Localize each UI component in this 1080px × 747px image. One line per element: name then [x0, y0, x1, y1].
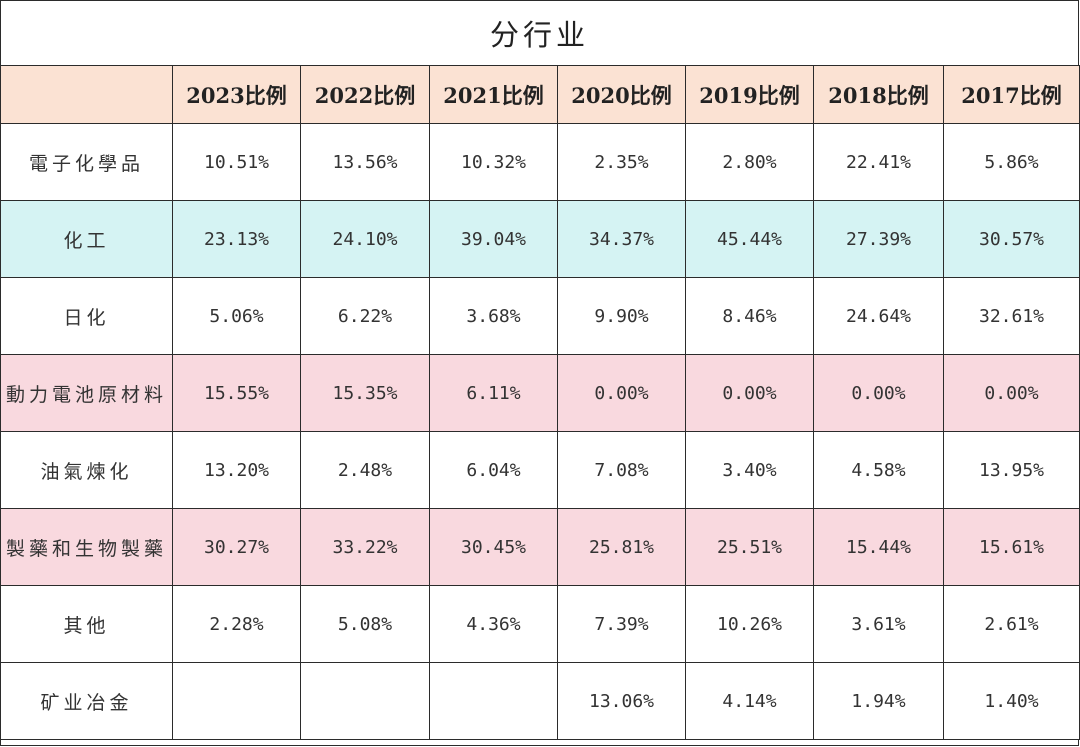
table-row: 其他 2.28% 5.08% 4.36% 7.39% 10.26% 3.61% 2.61%	[0, 585, 1080, 663]
table-cell: 7.08%	[557, 431, 686, 509]
industry-ratio-table: 2023比例 2022比例 2021比例 2020比例 2019比例 2018比…	[0, 65, 1080, 740]
row-label: 其他	[0, 585, 173, 663]
table-cell: 4.58%	[813, 431, 944, 509]
table-cell: 1.94%	[813, 662, 944, 740]
table-cell: 25.51%	[685, 508, 814, 586]
table-cell: 27.39%	[813, 200, 944, 278]
table-row: 製藥和生物製藥 30.27% 33.22% 30.45% 25.81% 25.51% 15.…	[0, 508, 1080, 586]
table-cell: 10.51%	[172, 123, 301, 201]
table-cell: 3.68%	[429, 277, 558, 355]
table-cell: 0.00%	[813, 354, 944, 432]
table-cell: 10.32%	[429, 123, 558, 201]
table-row: 動力電池原材料 15.55% 15.35% 6.11% 0.00% 0.00% 0.00% 0…	[0, 354, 1080, 432]
table-cell: 13.20%	[172, 431, 301, 509]
table-cell: 5.08%	[300, 585, 430, 663]
row-label: 製藥和生物製藥	[0, 508, 173, 586]
table-cell: 30.27%	[172, 508, 301, 586]
table-cell: 24.10%	[300, 200, 430, 278]
header-cell-2017: 2017比例	[943, 65, 1080, 124]
table-row: 化工 23.13% 24.10% 39.04% 34.37% 45.44% 27.39% 30…	[0, 200, 1080, 278]
table-cell: 34.37%	[557, 200, 686, 278]
table-cell: 24.64%	[813, 277, 944, 355]
table-cell: 9.90%	[557, 277, 686, 355]
table-row: 日化 5.06% 6.22% 3.68% 9.90% 8.46% 24.64% 32.61%	[0, 277, 1080, 355]
header-cell-2022: 2022比例	[300, 65, 430, 124]
row-label: 矿业冶金	[0, 662, 173, 740]
row-label: 動力電池原材料	[0, 354, 173, 432]
table-cell: 2.61%	[943, 585, 1080, 663]
table-cell: 45.44%	[685, 200, 814, 278]
table-cell: 23.13%	[172, 200, 301, 278]
table-body: 電子化學品 10.51% 13.56% 10.32% 2.35% 2.80% 22.41% 5…	[0, 123, 1080, 740]
table-cell: 13.06%	[557, 662, 686, 740]
table-cell	[429, 662, 558, 740]
table-cell: 25.81%	[557, 508, 686, 586]
table-cell: 13.95%	[943, 431, 1080, 509]
table-cell: 2.48%	[300, 431, 430, 509]
table-cell: 2.35%	[557, 123, 686, 201]
table-cell: 7.39%	[557, 585, 686, 663]
table-cell: 2.80%	[685, 123, 814, 201]
table-cell: 0.00%	[685, 354, 814, 432]
table-cell: 15.61%	[943, 508, 1080, 586]
header-cell-2020: 2020比例	[557, 65, 686, 124]
table-cell: 5.06%	[172, 277, 301, 355]
table-cell: 4.14%	[685, 662, 814, 740]
table-cell: 3.61%	[813, 585, 944, 663]
table-cell: 13.56%	[300, 123, 430, 201]
table-cell: 15.35%	[300, 354, 430, 432]
header-cell-2019: 2019比例	[685, 65, 814, 124]
table-cell: 2.28%	[172, 585, 301, 663]
table-cell	[300, 662, 430, 740]
row-label: 油氣煉化	[0, 431, 173, 509]
header-cell-corner	[0, 65, 173, 124]
header-cell-2023: 2023比例	[172, 65, 301, 124]
table-cell	[172, 662, 301, 740]
header-row: 2023比例 2022比例 2021比例 2020比例 2019比例 2018比…	[0, 65, 1080, 124]
row-label: 化工	[0, 200, 173, 278]
table-cell: 30.45%	[429, 508, 558, 586]
header-cell-2018: 2018比例	[813, 65, 944, 124]
table-cell: 0.00%	[943, 354, 1080, 432]
table-cell: 15.55%	[172, 354, 301, 432]
table-cell: 3.40%	[685, 431, 814, 509]
table-cell: 39.04%	[429, 200, 558, 278]
table-cell: 6.11%	[429, 354, 558, 432]
row-label: 日化	[0, 277, 173, 355]
table-cell: 22.41%	[813, 123, 944, 201]
row-label: 電子化學品	[0, 123, 173, 201]
table-cell: 32.61%	[943, 277, 1080, 355]
table-row: 矿业冶金 13.06% 4.14% 1.94% 1.40%	[0, 662, 1080, 740]
table-cell: 4.36%	[429, 585, 558, 663]
table-row: 油氣煉化 13.20% 2.48% 6.04% 7.08% 3.40% 4.58% 13.95…	[0, 431, 1080, 509]
table-cell: 0.00%	[557, 354, 686, 432]
table-cell: 6.22%	[300, 277, 430, 355]
table-row: 電子化學品 10.51% 13.56% 10.32% 2.35% 2.80% 22.41% 5…	[0, 123, 1080, 201]
table-cell: 30.57%	[943, 200, 1080, 278]
table-cell: 10.26%	[685, 585, 814, 663]
table-cell: 15.44%	[813, 508, 944, 586]
table-cell: 33.22%	[300, 508, 430, 586]
table-cell: 1.40%	[943, 662, 1080, 740]
table-cell: 8.46%	[685, 277, 814, 355]
table-title: 分行业	[489, 17, 589, 52]
header-cell-2021: 2021比例	[429, 65, 558, 124]
table-cell: 5.86%	[943, 123, 1080, 201]
table-cell: 6.04%	[429, 431, 558, 509]
